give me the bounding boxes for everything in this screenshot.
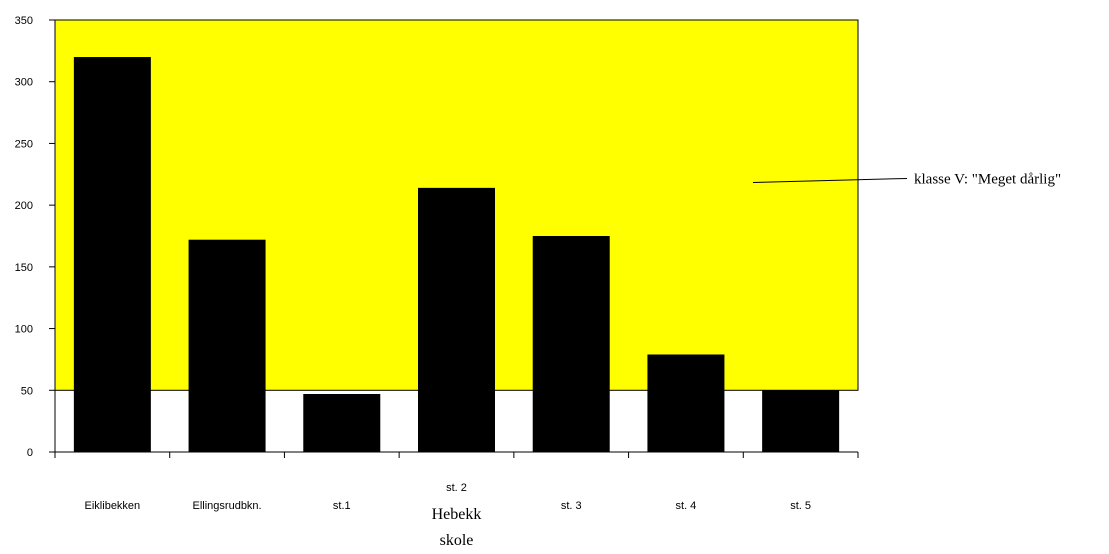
- bar-2: [188, 239, 266, 452]
- axis-layer: [49, 19, 859, 458]
- category-label-2: Ellingsrudbkn.: [193, 500, 262, 512]
- category-label-1: Eiklibekken: [85, 500, 141, 512]
- bar-7: [762, 390, 840, 452]
- bar-6: [647, 354, 725, 452]
- y-tick-label-0: 0: [27, 447, 33, 459]
- category-label-6: st. 4: [676, 500, 697, 512]
- category-label-4: st. 2: [446, 482, 467, 494]
- category-sublabel-line-1: Hebekk: [432, 506, 482, 523]
- y-tick-label-250: 250: [15, 138, 33, 150]
- bar-5: [532, 236, 610, 452]
- y-tick-label-200: 200: [15, 200, 33, 212]
- y-tick-label-100: 100: [15, 324, 33, 336]
- y-tick-label-50: 50: [21, 385, 33, 397]
- y-tick-label-150: 150: [15, 262, 33, 274]
- annotation-label: klasse V: "Meget dårlig": [914, 171, 1061, 187]
- category-label-3: st.1: [333, 500, 351, 512]
- label-layer: 0 50 100 150 200 250 300 350 Eiklibekken Ellingsr…: [15, 15, 811, 549]
- y-tick-label-350: 350: [15, 15, 33, 27]
- annotation-pointer-line: [752, 177, 908, 183]
- bar-1: [73, 57, 151, 453]
- annotation-layer: klasse V: "Meget dårlig": [752, 171, 1061, 187]
- y-tick-label-300: 300: [15, 77, 33, 89]
- bar-layer: [73, 57, 840, 453]
- bar-3: [303, 393, 381, 452]
- category-label-7: st. 5: [790, 500, 811, 512]
- category-sublabel-line-2: skole: [440, 532, 474, 549]
- category-label-5: st. 3: [561, 500, 582, 512]
- bar-4: [418, 187, 495, 452]
